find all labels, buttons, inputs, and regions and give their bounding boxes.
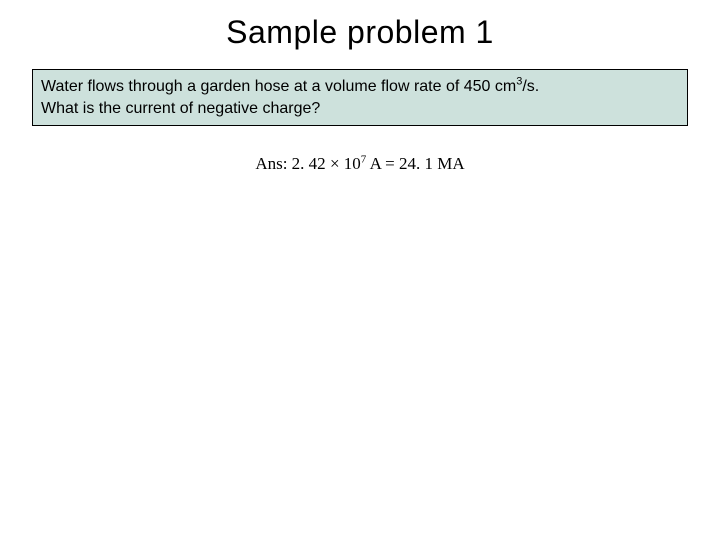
answer-prefix: Ans: 2. 42 [255,154,330,173]
answer-suffix: A = 24. 1 MA [366,154,464,173]
problem-line2: What is the current of negative charge? [41,100,320,117]
problem-statement-box: Water flows through a garden hose at a v… [32,69,688,126]
problem-line1-part2: /s. [522,78,539,95]
answer-text: Ans: 2. 42 × 107 A = 24. 1 MA [0,154,720,174]
slide-title: Sample problem 1 [0,0,720,69]
problem-line1-part1: Water flows through a garden hose at a v… [41,78,516,95]
answer-times-symbol: × [330,154,340,173]
answer-mid: 10 [340,154,361,173]
problem-text: Water flows through a garden hose at a v… [41,76,679,119]
